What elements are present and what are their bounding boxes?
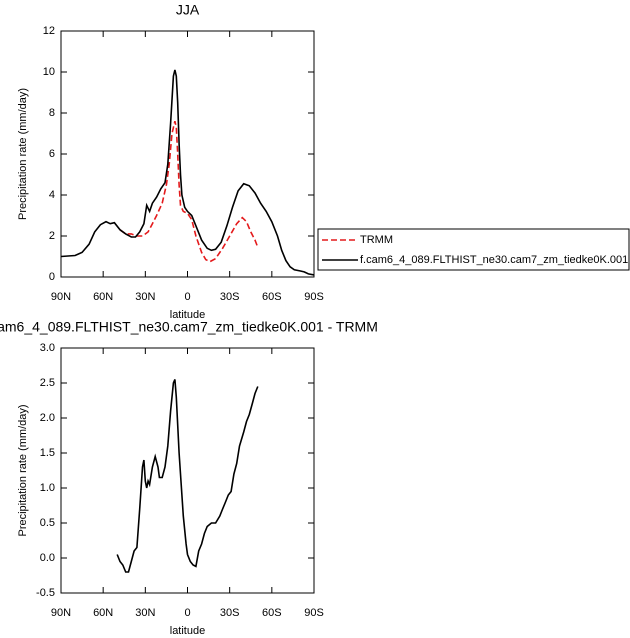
y-tick-label: 12 [43, 25, 55, 37]
y-tick-label: 1.0 [40, 482, 55, 494]
legend-label: TRMM [360, 234, 393, 246]
x-tick-label: 90N [51, 607, 71, 619]
plot-frame [60, 30, 315, 278]
y-tick-label: 4 [49, 189, 55, 201]
chart-title: am6_4_089.FLTHIST_ne30.cam7_zm_tiedke0K.… [0, 319, 378, 335]
y-tick-label: 3.0 [40, 342, 55, 354]
data-line [60, 69, 315, 276]
x-tick-label: 90S [304, 291, 324, 303]
y-axis-label: Precipitation rate (mm/day) [17, 88, 29, 220]
y-tick-label: 2 [49, 230, 55, 242]
x-axis-label: latitude [170, 309, 205, 321]
x-tick-label: 0 [184, 607, 190, 619]
y-tick-label: 6 [49, 148, 55, 160]
y-tick-label: 8 [49, 107, 55, 119]
y-tick-label: 10 [43, 66, 55, 78]
y-tick-label: 2.5 [40, 377, 55, 389]
x-tick-label: 30S [220, 607, 240, 619]
x-tick-label: 30N [135, 291, 155, 303]
x-tick-label: 30S [220, 291, 240, 303]
y-tick-label: 0 [49, 271, 55, 283]
x-tick-label: 0 [184, 291, 190, 303]
x-tick-label: 90S [304, 607, 324, 619]
y-tick-label: 0.0 [40, 552, 55, 564]
y-axis-label: Precipitation rate (mm/day) [17, 404, 29, 536]
legend-box [317, 228, 630, 271]
chart-title: JJA [176, 2, 200, 18]
x-tick-label: 60N [93, 291, 113, 303]
y-tick-label: 0.5 [40, 517, 55, 529]
x-tick-label: 60N [93, 607, 113, 619]
legend-label: f.cam6_4_089.FLTHIST_ne30.cam7_zm_tiedke… [360, 254, 628, 266]
x-tick-label: 90N [51, 291, 71, 303]
y-tick-label: 2.0 [40, 412, 55, 424]
x-tick-label: 30N [135, 607, 155, 619]
y-tick-label: 1.5 [40, 447, 55, 459]
x-axis-label: latitude [170, 625, 205, 637]
y-tick-label: -0.5 [36, 587, 55, 599]
x-tick-label: 60S [262, 291, 282, 303]
x-tick-label: 60S [262, 607, 282, 619]
data-line [116, 379, 259, 573]
data-line [119, 121, 259, 263]
